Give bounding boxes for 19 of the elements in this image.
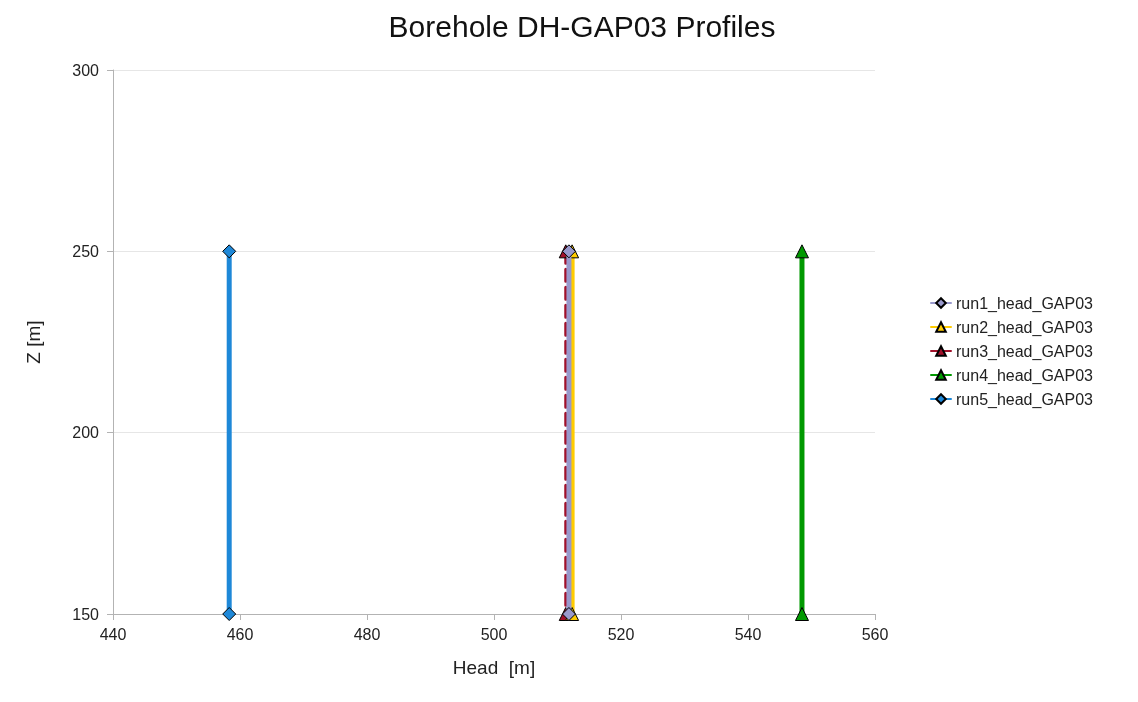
legend-label: run4_head_GAP03: [956, 366, 1094, 385]
y-axis-title: Z [m]: [23, 320, 44, 364]
x-axis-title: Head [m]: [452, 657, 536, 678]
y-tick-label: 200: [72, 424, 100, 442]
y-tick-label: 300: [72, 61, 100, 79]
x-tick-label: 440: [99, 625, 127, 643]
x-tick-label: 480: [353, 625, 381, 643]
chart-title: Borehole DH-GAP03 Profiles: [388, 9, 776, 43]
legend-label: run1_head_GAP03: [956, 294, 1094, 313]
legend-label: run2_head_GAP03: [956, 318, 1094, 337]
x-tick-label: 500: [480, 625, 508, 643]
legend-label: run5_head_GAP03: [956, 390, 1094, 409]
x-tick-label: 540: [734, 625, 762, 643]
legend-label: run3_head_GAP03: [956, 342, 1094, 361]
y-tick-label: 250: [72, 242, 100, 260]
x-tick-label: 520: [607, 625, 635, 643]
x-tick-label: 460: [226, 625, 254, 643]
x-tick-label: 560: [861, 625, 889, 643]
y-tick-label: 150: [72, 605, 100, 623]
